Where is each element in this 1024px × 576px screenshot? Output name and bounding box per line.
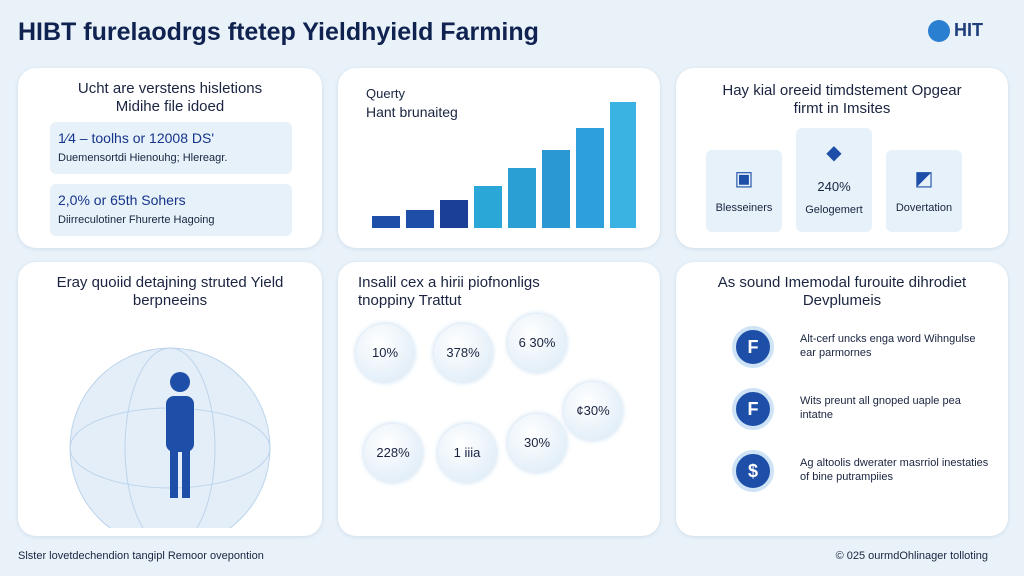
panel: Ucht are verstens hisletions Midihe file… bbox=[18, 68, 322, 248]
panel-title: Ucht are verstens hisletions Midihe file… bbox=[77, 80, 263, 115]
stat-text: Duemensortdi Hienouhg; Hlereagr. bbox=[58, 152, 228, 164]
panel: Insalil cex a hirii piofnonligs tnoppiny… bbox=[338, 262, 660, 536]
panel: Querty Hant brunaiteg bbox=[338, 68, 660, 248]
bubble: 6 30% bbox=[508, 314, 566, 372]
bubble: 10% bbox=[356, 324, 414, 382]
illustration bbox=[69, 347, 271, 528]
stat-box: 2,0% or 65th Sohers Diirreculotiner Fhur… bbox=[50, 184, 292, 236]
stat-value: 2,0% or 65th Sohers bbox=[58, 192, 186, 208]
footer-left: Slster lovetdechendion tangipl Remoor ov… bbox=[18, 550, 264, 562]
tile-label: Dovertation bbox=[895, 202, 953, 214]
tile-label: Gelogemert bbox=[805, 204, 863, 216]
item-text: Alt-cerf uncks enga word Wihngulse ear p… bbox=[800, 333, 976, 359]
panel: Eray quoiid detajning struted Yield berp… bbox=[18, 262, 322, 536]
stat-value: 1⁄4 – toolhs or 12008 DS' bbox=[58, 130, 215, 146]
panel-title: Hay kial oreeid timdstement Opgear firmt… bbox=[722, 82, 962, 117]
bar-graphic bbox=[372, 102, 636, 228]
footer-right: © 025 ourmdOhlinager tolloting bbox=[835, 550, 988, 562]
bubble: ¢30% bbox=[564, 382, 622, 440]
panel: Hay kial oreeid timdstement Opgear firmt… bbox=[676, 68, 1008, 248]
tile: ◆ 240% Gelogemert bbox=[796, 128, 872, 232]
logo-text: HIT bbox=[954, 20, 983, 40]
item-text: Wits preunt all gnoped uaple pea intatne bbox=[800, 395, 961, 421]
bubble: 228% bbox=[364, 424, 422, 482]
stat-text: Diirreculotiner Fhurerte Hagoing bbox=[58, 214, 215, 226]
item-icon: F bbox=[732, 388, 774, 430]
panel-subtitle: Hant brunaiteg bbox=[366, 104, 458, 120]
tile-value: 240% bbox=[817, 179, 851, 194]
bubble: 378% bbox=[434, 324, 492, 382]
tile-label: Blesseiners bbox=[715, 202, 773, 214]
panel-title: As sound Imemodal furouite dihrodiet Dev… bbox=[717, 274, 967, 309]
item-icon: $ bbox=[732, 450, 774, 492]
panel-title: Eray quoiid detajning struted Yield berp… bbox=[56, 274, 284, 309]
header-title: HIBT furelaodrgs ftetep Yieldhyield Farm… bbox=[18, 18, 539, 46]
panel-title: Querty bbox=[366, 86, 406, 101]
logo-icon bbox=[928, 20, 950, 42]
bubble: 1 iiia bbox=[438, 424, 496, 482]
item-text: Ag altoolis dwerater masrriol inestaties… bbox=[800, 457, 989, 483]
item-icon: F bbox=[732, 326, 774, 368]
tile: ▣ Blesseiners bbox=[706, 150, 782, 232]
stat-box: 1⁄4 – toolhs or 12008 DS' Duemensortdi H… bbox=[50, 122, 292, 174]
bubble: 30% bbox=[508, 414, 566, 472]
tile: ◩ Dovertation bbox=[886, 150, 962, 232]
panel: As sound Imemodal furouite dihrodiet Dev… bbox=[676, 262, 1008, 536]
panel-title: Insalil cex a hirii piofnonligs tnoppiny… bbox=[358, 274, 540, 309]
